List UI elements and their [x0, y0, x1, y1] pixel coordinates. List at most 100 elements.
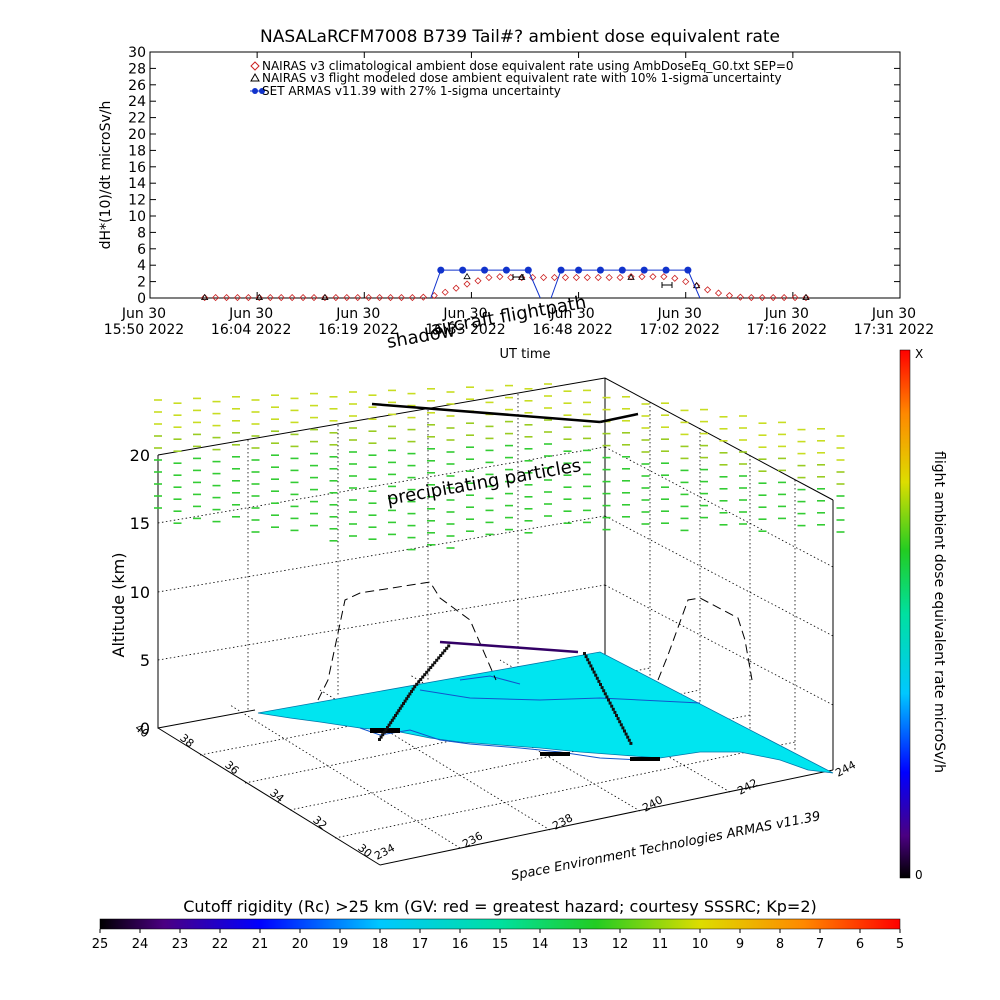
- y-tick-label: 4: [137, 258, 146, 274]
- nairas-flight-point: [255, 293, 264, 300]
- nairas-climatological-point: [638, 273, 646, 281]
- nairas-climatological-point: [496, 273, 504, 281]
- grid-line: [157, 515, 606, 593]
- nairas-climatological-point: [485, 273, 493, 282]
- precipitating-particles: [154, 383, 845, 551]
- y-axis-label: dH*(10)/dt microSv/h: [98, 101, 114, 250]
- flightpath-point: [623, 729, 626, 733]
- y-tick-label: 26: [128, 78, 146, 94]
- longitude-tick-label: 244: [833, 758, 858, 779]
- flightpath-point: [423, 673, 427, 677]
- y-tick-label: 10: [128, 209, 146, 225]
- legend: NAIRAS v3 climatological ambient dose eq…: [250, 59, 794, 98]
- flightpath-point: [392, 716, 396, 720]
- bottom-colorbar-tick-label: 19: [332, 937, 349, 952]
- flightpath-point: [605, 695, 609, 699]
- right-colorbar-label: flight ambient dose equivalent rate micr…: [931, 451, 947, 773]
- flightpath-point: [387, 723, 391, 727]
- contour-line: [359, 727, 641, 761]
- x-tick-label: 17:31 2022: [854, 322, 934, 338]
- bottom-colorbar-tick-label: 12: [612, 937, 629, 952]
- flightpath-point: [382, 730, 386, 734]
- nairas-flight-point: [321, 293, 329, 300]
- plot-frame: [149, 51, 901, 299]
- altitude-tick-label: 5: [140, 651, 150, 670]
- armas-point: [502, 266, 510, 274]
- right-colorbar: X 0 flight ambient dose equivalent rate …: [899, 347, 947, 882]
- x-tick-label: 16:33 2022: [425, 322, 505, 338]
- y-tick-label: 16: [128, 160, 146, 176]
- nairas-climatological-point: [791, 294, 799, 302]
- nairas-climatological-point: [649, 273, 657, 281]
- box-edge: [157, 455, 256, 729]
- nairas-climatological-point: [452, 284, 460, 292]
- nairas-climatological-point: [244, 294, 252, 302]
- latitude-tick-label: 34: [267, 786, 286, 805]
- nairas-climatological-point: [583, 273, 591, 282]
- nairas-climatological-point: [201, 294, 209, 302]
- bottom-colorbar-tick-label: 16: [452, 937, 469, 952]
- flightpath-point: [629, 741, 633, 745]
- bottom-colorbar-gradient: [99, 918, 901, 930]
- nairas-climatological-point: [255, 294, 263, 302]
- cruise-segment: [371, 402, 601, 424]
- flightpath-point: [406, 694, 410, 698]
- nairas-climatological-point: [222, 294, 231, 302]
- legend-marker-diamond: [250, 61, 260, 71]
- flightpath-point: [429, 666, 433, 669]
- bottom-colorbar-label: Cutoff rigidity (Rc) >25 km (GV: red = g…: [183, 897, 817, 916]
- flightpath-point: [386, 726, 389, 729]
- longitude-tick-label: 242: [735, 776, 760, 797]
- flightpath-point: [439, 654, 443, 657]
- nairas-climatological-point: [540, 273, 548, 282]
- legend-marker-circle: [252, 88, 258, 94]
- y-tick-label: 12: [128, 193, 146, 209]
- flightpath-point: [624, 732, 628, 736]
- annotation-precipitating-particles: precipitating particles: [385, 455, 582, 510]
- flightpath-point: [394, 714, 397, 717]
- flightpath-point: [413, 685, 417, 689]
- y-tick-label: 24: [128, 94, 146, 110]
- legend-entry-nairas-climatological: NAIRAS v3 climatological ambient dose eq…: [250, 59, 794, 73]
- flightpath-cruise-segments: [371, 402, 639, 654]
- flightpath-point: [611, 707, 615, 711]
- altitude-tick-label: 15: [130, 514, 150, 533]
- contour-line: [419, 689, 701, 704]
- box-edge: [157, 377, 606, 456]
- nairas-climatological-point: [594, 273, 602, 282]
- flightpath-point: [400, 704, 404, 708]
- armas-point: [618, 266, 626, 274]
- nairas-climatological-point: [605, 273, 613, 282]
- legend-label: NAIRAS v3 climatological ambient dose eq…: [262, 59, 794, 73]
- x-tick-label: 16:19 2022: [318, 322, 398, 338]
- y-tick-label: 2: [137, 275, 146, 291]
- legend-entry-armas: SET ARMAS v11.39 with 27% 1-sigma uncert…: [250, 84, 561, 98]
- altitude-tick-label: 20: [130, 446, 150, 465]
- nairas-climatological-point: [616, 273, 624, 282]
- x-tick-label: Jun 30: [121, 306, 166, 322]
- longitude-tick-label: 234: [372, 841, 397, 862]
- bottom-colorbar-tick-label: 21: [252, 937, 269, 952]
- nairas-climatological-point: [780, 294, 788, 302]
- bottom-colorbar-tick-label: 22: [212, 937, 229, 952]
- nairas-climatological-point: [561, 273, 570, 282]
- armas-point: [557, 266, 565, 274]
- armas-point: [459, 266, 467, 274]
- cruise-segment: [439, 640, 579, 654]
- cruise-segment: [599, 412, 639, 424]
- longitude-ticks: 234 236 238 240 242 244: [372, 758, 858, 862]
- flightpath-point: [427, 668, 431, 672]
- flightpath-point: [445, 646, 449, 650]
- armas-point: [684, 266, 692, 274]
- bottom-colorbar: Cutoff rigidity (Rc) >25 km (GV: red = g…: [92, 897, 904, 952]
- flightpath-point: [613, 710, 617, 714]
- flightpath-point: [390, 718, 394, 722]
- flightpath-point: [398, 706, 402, 710]
- nairas-climatological-point: [332, 294, 340, 302]
- flightpath-projections: [317, 581, 753, 701]
- nairas-climatological-point: [441, 288, 449, 296]
- x-tick-label: 15:50 2022: [104, 322, 184, 338]
- flightpath-point: [602, 689, 606, 693]
